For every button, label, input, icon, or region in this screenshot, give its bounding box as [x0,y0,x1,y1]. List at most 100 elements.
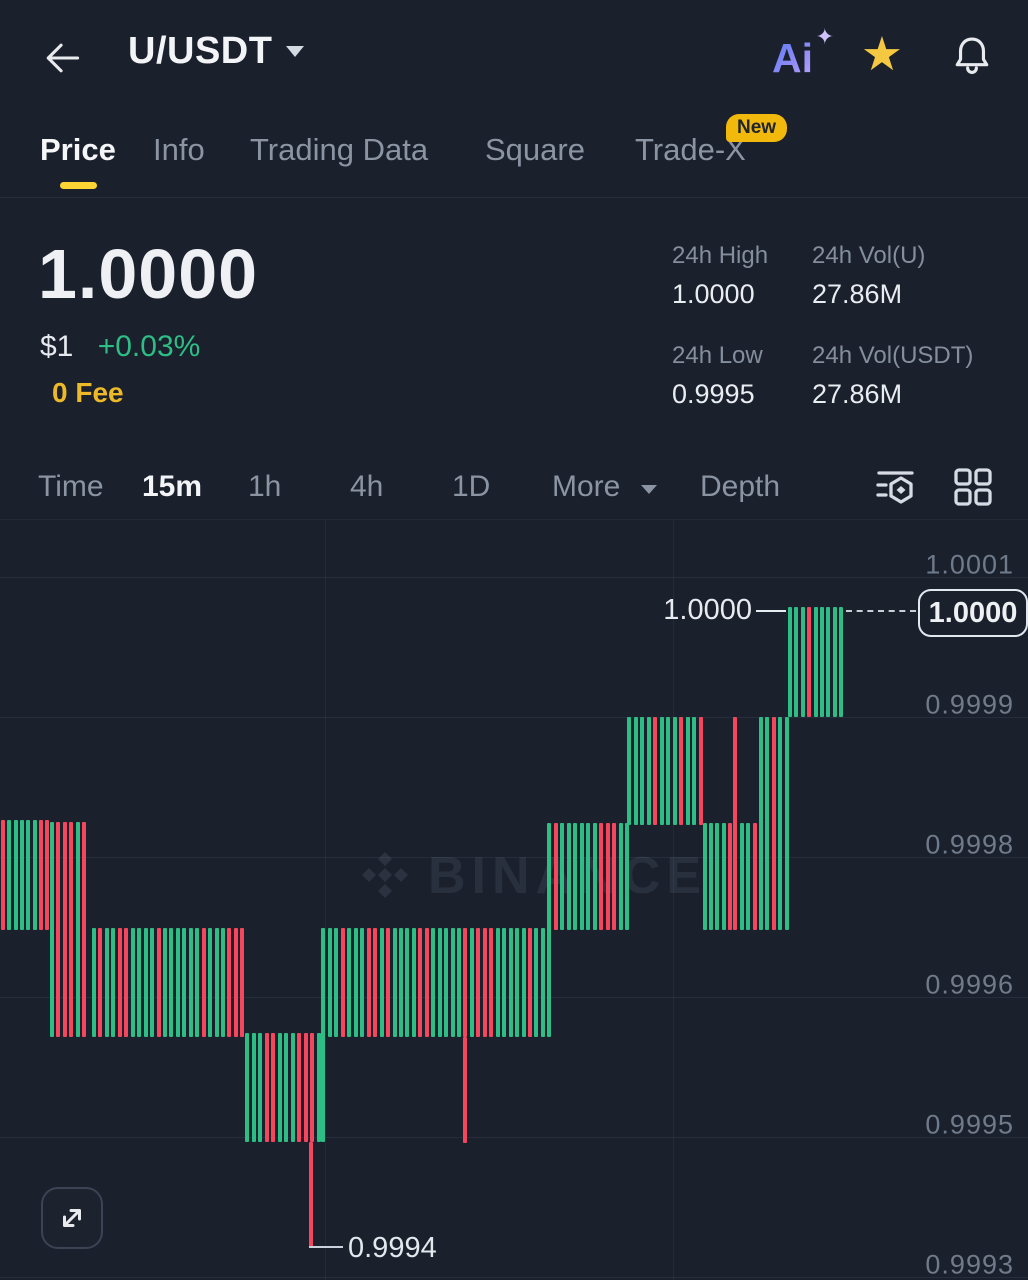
tab-price[interactable]: Price [40,132,116,167]
interval-1h[interactable]: 1h [248,470,282,503]
candle-bar [214,928,219,1037]
candle-bar [424,928,429,1037]
price-line-label: 1.0000 [663,594,752,626]
candle-bar [437,928,442,1037]
candle-bar [839,607,844,717]
candle-bar [832,607,837,717]
candle-bar [765,717,770,930]
candle-bar [32,820,37,930]
candle-bar [50,822,54,1037]
candle-bar [245,1033,249,1142]
interval-1d[interactable]: 1D [452,470,491,503]
candle-bar [521,928,526,1037]
tab-depth[interactable]: Depth [700,470,781,503]
candle-bar [92,928,96,1037]
interval-15m[interactable]: 15m [142,470,203,503]
candle-bar [303,1033,308,1142]
candle-bar [290,1033,295,1142]
new-badge: New [726,114,788,142]
candle-bar [208,928,213,1037]
back-button[interactable] [34,30,90,86]
back-arrow-icon [46,43,80,73]
candle-bar [573,823,577,930]
indicators-button[interactable] [872,464,918,510]
candle-bar [672,717,677,825]
candle-bar [813,607,818,717]
candle-bar [162,928,167,1037]
candle-bar [450,928,455,1037]
ai-label: Ai [772,35,813,81]
candle-wick [733,717,737,930]
candle-bar [347,928,352,1037]
more-chevron-down-icon[interactable] [640,482,658,500]
candle-bar [547,928,552,1037]
candle-bar [527,928,532,1037]
candle-bar [727,823,732,930]
candle-bar [515,928,520,1037]
candle-bar [124,928,129,1037]
grid-line-horizontal [0,1137,1028,1138]
candle-bar [340,928,345,1037]
grid-line-vertical [325,520,326,1280]
candle-bar [709,823,714,930]
candle-bar [586,823,590,930]
y-axis-label: 0.9995 [925,1109,1014,1140]
candle-bar [353,928,358,1037]
fullscreen-expand-button[interactable] [41,1187,103,1249]
candle-bar [540,928,545,1037]
candle-bar [398,928,403,1037]
symbol-selector[interactable]: U/USDT [128,30,306,73]
price-line-solid [756,610,786,612]
interval-more[interactable]: More [552,470,621,503]
candle-bar [221,928,225,1037]
candle-bar [469,928,474,1037]
candle-bar [251,1033,256,1142]
price-chart[interactable]: BINANCE 1.0001 0.9999 0.9998 0.9996 0.9995 0.… [0,520,1028,1280]
y-axis-label: 0.9999 [925,689,1014,720]
candle-bar [560,823,564,930]
grid-line-vertical [673,520,674,1280]
candle-bar [553,823,558,930]
layout-grid-button[interactable] [950,464,996,510]
stat-24h-low: 24h Low 0.9995 [672,342,763,409]
candle-bar [169,928,174,1037]
candle-bar [605,823,610,930]
tab-trading-data[interactable]: Trading Data [250,132,429,167]
candle-bar [386,928,391,1037]
candle-bar [240,928,245,1037]
candle-bar [502,928,507,1037]
low-marker-label: 0.9994 [348,1232,437,1264]
grid-line-horizontal [0,1277,1028,1278]
watermark-text: BINANCE [428,846,707,906]
tab-info[interactable]: Info [153,132,205,167]
candle-bar [489,928,494,1037]
candle-bar [653,717,657,825]
candle-bar [277,1033,282,1142]
candle-bar [646,717,651,825]
candle-bar [26,820,31,930]
zero-fee-tag: 0 Fee [52,377,124,408]
candle-bar [444,928,449,1037]
candle-wick [309,1142,313,1247]
candle-bar [188,928,193,1037]
y-axis-label: 0.9998 [925,829,1014,860]
candle-bar [820,607,824,717]
tab-square[interactable]: Square [485,132,585,167]
candle-bar [98,928,103,1037]
favorite-star-button[interactable]: ★ [860,27,904,80]
candle-bar [698,717,703,825]
candle-bar [794,607,799,717]
candle-bar [411,928,416,1037]
interval-time[interactable]: Time [38,470,104,503]
ai-assistant-button[interactable]: Ai ✦ [772,24,834,86]
y-axis-label: 0.9993 [925,1249,1014,1280]
candle-bar [685,717,690,825]
chart-top-divider [0,519,1028,520]
candle-bar [778,717,783,930]
interval-4h[interactable]: 4h [350,470,384,503]
grid-line-horizontal [0,857,1028,858]
notifications-bell-button[interactable] [948,32,998,82]
candle-bar [659,717,664,825]
candle-bar [82,822,86,1037]
symbol-title: U/USDT [128,30,273,72]
